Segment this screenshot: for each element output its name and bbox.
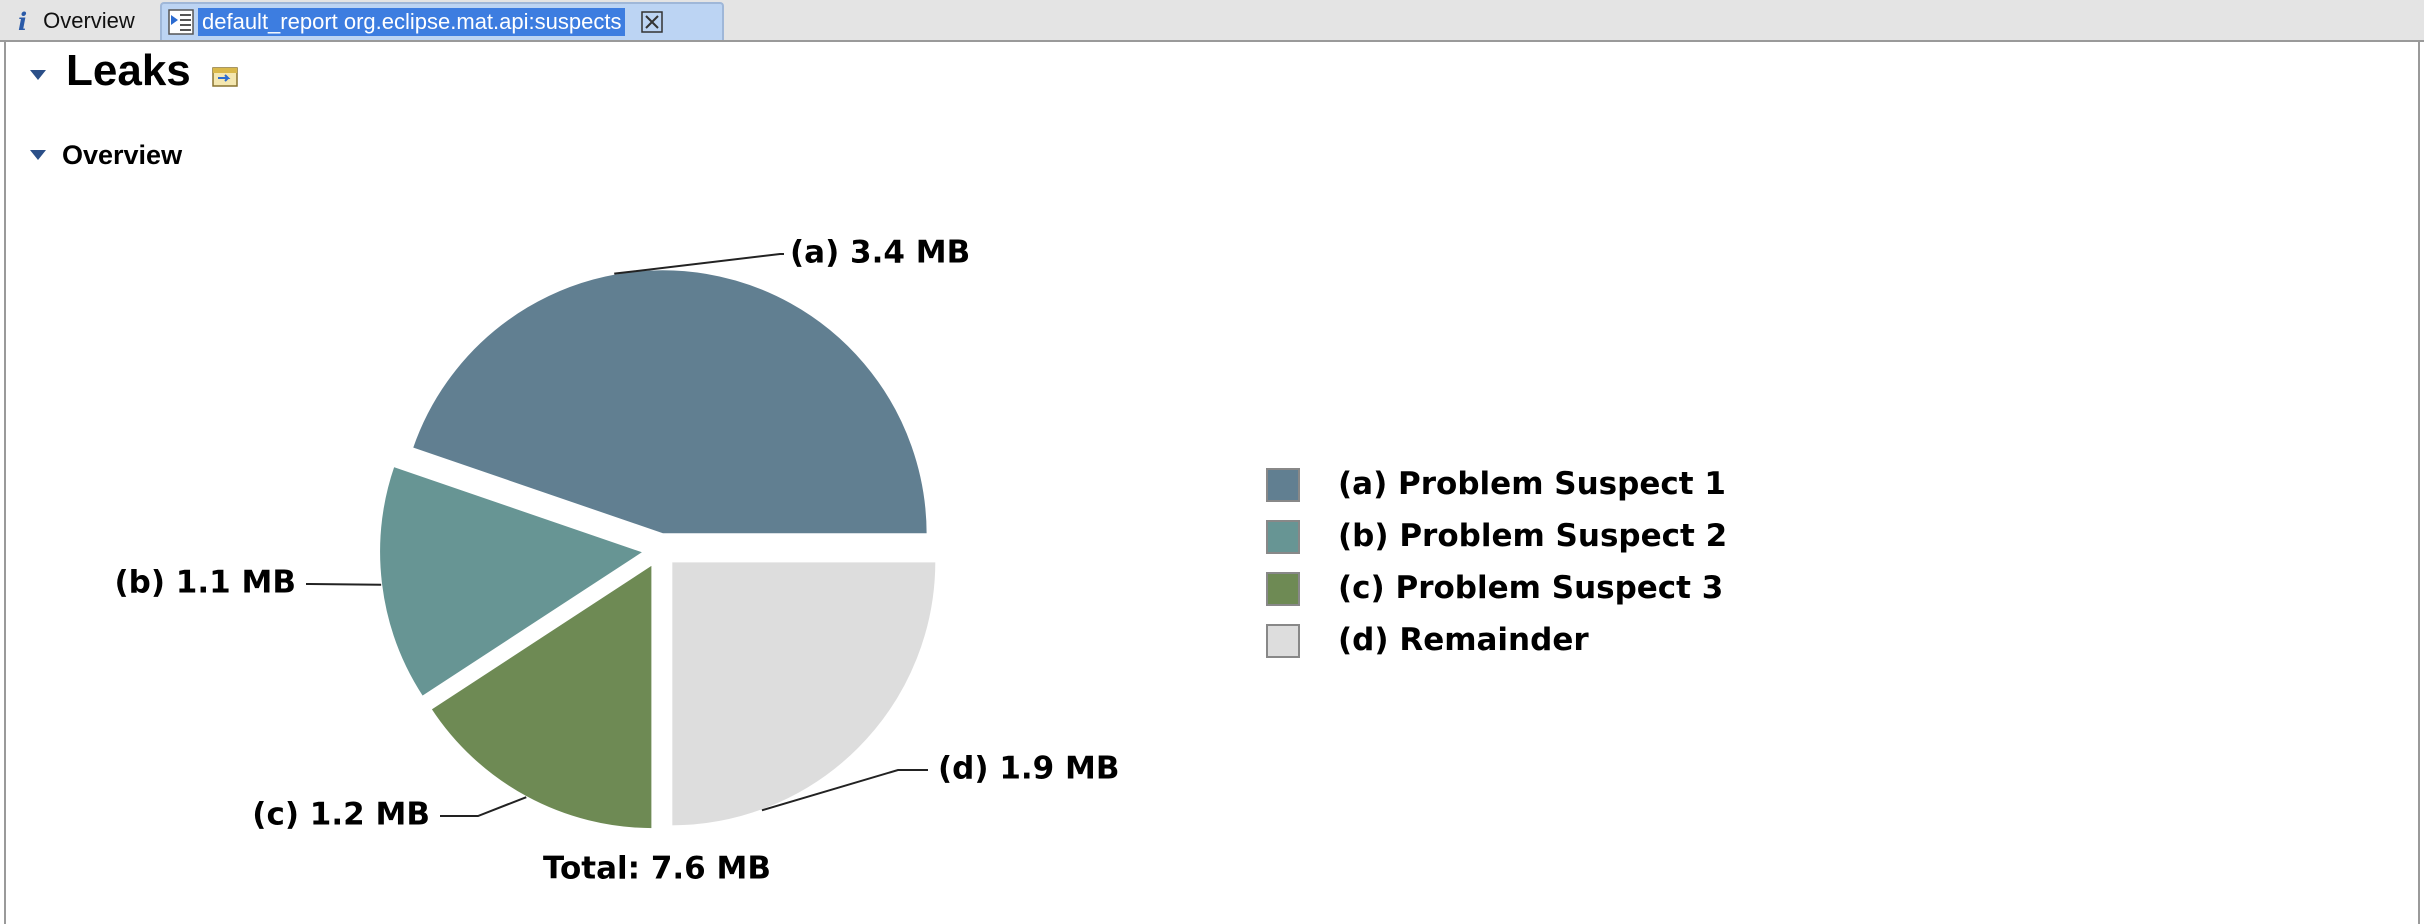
tab-overview[interactable]: i Overview	[6, 2, 156, 40]
legend-label: (c) Problem Suspect 3	[1338, 570, 1724, 606]
section-title-overview: Overview	[62, 140, 183, 170]
chart-legend: (a) Problem Suspect 1 (b) Problem Suspec…	[1266, 466, 1728, 676]
pie-label-b: (b) 1.1 MB	[114, 565, 296, 601]
close-icon[interactable]	[641, 11, 664, 33]
collapse-leaks-twisty-icon[interactable]	[28, 68, 48, 82]
legend-item: (c) Problem Suspect 3	[1266, 570, 1726, 624]
legend-label: (d) Remainder	[1338, 622, 1589, 658]
report-content	[4, 42, 2420, 924]
pie-label-c: (c) 1.2 MB	[252, 797, 430, 833]
legend-item: (a) Problem Suspect 1	[1266, 466, 1726, 520]
pie-leader-line-d	[761, 769, 928, 812]
page-title: Leaks	[66, 46, 191, 95]
tab-overview-label: Overview	[43, 8, 135, 33]
legend-item: (d) Remainder	[1266, 622, 1726, 676]
legend-label: (b) Problem Suspect 2	[1338, 518, 1728, 554]
pie-leader-line-a	[614, 253, 784, 275]
tab-default-report[interactable]: default_report org.eclipse.mat.api:suspe…	[160, 2, 724, 40]
pie-leader-line-b	[306, 583, 382, 586]
report-icon	[168, 9, 194, 35]
pie-leader-line-c	[440, 796, 527, 817]
legend-swatch-c	[1266, 572, 1300, 606]
pie-total-label: Total: 7.6 MB	[543, 851, 771, 887]
legend-swatch-d	[1266, 624, 1300, 658]
legend-item: (b) Problem Suspect 2	[1266, 518, 1728, 572]
pie-label-a: (a) 3.4 MB	[790, 235, 970, 271]
pie-slice-b[interactable]	[378, 464, 647, 699]
export-icon[interactable]	[210, 62, 240, 88]
pie-slice-c[interactable]	[429, 562, 654, 831]
info-icon: i	[18, 6, 28, 36]
tab-report-label: default_report org.eclipse.mat.api:suspe…	[198, 8, 626, 36]
legend-label: (a) Problem Suspect 1	[1338, 466, 1726, 502]
pie-slice-d[interactable]	[670, 560, 938, 828]
collapse-overview-twisty-icon[interactable]	[28, 148, 48, 162]
legend-swatch-b	[1266, 520, 1300, 554]
legend-swatch-a	[1266, 468, 1300, 502]
pie-label-d: (d) 1.9 MB	[938, 751, 1120, 787]
pie-slice-a[interactable]	[410, 268, 929, 536]
editor-tab-bar: i Overview default_report org.eclipse.ma…	[0, 0, 2424, 42]
